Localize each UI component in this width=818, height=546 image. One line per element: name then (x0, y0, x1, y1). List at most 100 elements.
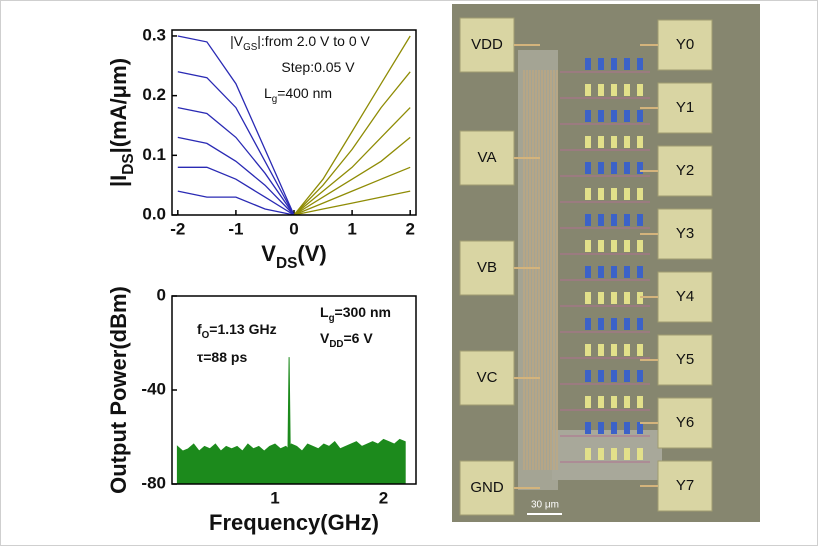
curve (293, 166, 411, 216)
pad-label: Y7 (676, 477, 694, 494)
transistor (637, 188, 643, 200)
y-tick-label: 0.2 (142, 85, 166, 104)
transistor (598, 84, 604, 96)
text-segment: |:from 2.0 V to 0 V (257, 33, 370, 49)
curve (293, 35, 411, 216)
text-segment: |V (230, 33, 244, 49)
subscript: GS (243, 42, 258, 53)
transistor (598, 292, 604, 304)
transistor (585, 240, 591, 252)
text-segment: f (197, 321, 202, 337)
pad (657, 460, 713, 512)
transistor (598, 58, 604, 70)
pad-label: Y1 (676, 99, 694, 116)
x-axis-title: Frequency(GHz) (209, 510, 379, 535)
subscript: DD (329, 339, 343, 350)
transistor (637, 214, 643, 226)
annotation: Step:0.05 V (281, 59, 355, 75)
plot-frame (171, 29, 417, 216)
transistor (637, 162, 643, 174)
transistor (637, 448, 643, 460)
transistor (624, 344, 630, 356)
curve (293, 107, 411, 216)
transistor (624, 110, 630, 122)
curve (177, 166, 295, 216)
transistor (611, 266, 617, 278)
text-segment: Frequency(GHz) (209, 510, 379, 535)
annotation: VDD=6 V (320, 330, 373, 350)
transistor (598, 240, 604, 252)
pad-label: VA (478, 149, 497, 166)
transistor (585, 292, 591, 304)
transistor (637, 240, 643, 252)
subscript: DS (276, 255, 297, 272)
y-tick-label: 0 (157, 285, 166, 304)
text-segment: =400 nm (277, 85, 332, 101)
transistor (585, 396, 591, 408)
curve (177, 35, 295, 216)
transistor (624, 292, 630, 304)
curve (293, 136, 411, 216)
text-segment: Output Power(dBm) (106, 286, 131, 494)
transistor (637, 136, 643, 148)
transistor (611, 84, 617, 96)
pad-label: VC (477, 369, 498, 386)
transistor (611, 422, 617, 434)
transistor (598, 266, 604, 278)
transistor (598, 188, 604, 200)
x-tick-label: -2 (170, 219, 185, 238)
transistor (585, 344, 591, 356)
transistor (624, 136, 630, 148)
transistor (637, 58, 643, 70)
transistor (624, 318, 630, 330)
pad-label: GND (470, 479, 504, 496)
transistor (624, 396, 630, 408)
transistor (624, 240, 630, 252)
pad-label: VDD (471, 36, 503, 53)
transistor (624, 266, 630, 278)
pad-label: Y2 (676, 162, 694, 179)
text-segment: τ=88 ps (197, 349, 247, 365)
transistor (611, 162, 617, 174)
x-tick-label: 0 (289, 219, 298, 238)
annotation: fO=1.13 GHz (197, 321, 277, 341)
text-segment: L (264, 85, 272, 101)
x-tick-label: -1 (228, 219, 243, 238)
transistor (585, 84, 591, 96)
transistor (598, 162, 604, 174)
text-segment: V (261, 241, 276, 266)
text-segment: =300 nm (335, 304, 391, 320)
x-tick-label: 1 (347, 219, 356, 238)
transistor (637, 370, 643, 382)
subscript: O (202, 330, 210, 341)
transistor (611, 344, 617, 356)
curve (177, 190, 295, 216)
transistor (611, 214, 617, 226)
transistor (598, 448, 604, 460)
transistor (585, 136, 591, 148)
transistor (585, 214, 591, 226)
pad (459, 460, 515, 516)
transistor (598, 344, 604, 356)
subscript: DS (120, 153, 137, 174)
subscript: g (272, 94, 277, 105)
transistor (598, 214, 604, 226)
x-tick-label: 2 (405, 219, 414, 238)
pad-label: Y4 (676, 288, 694, 305)
transistor (624, 422, 630, 434)
scale-bar-label: 30 μm (531, 500, 559, 511)
pad (657, 208, 713, 260)
transistor (611, 110, 617, 122)
pad (657, 19, 713, 71)
annotation: |VGS|:from 2.0 V to 0 V (230, 33, 370, 53)
text-segment: V (320, 330, 330, 346)
transistor (598, 370, 604, 382)
annotation: Lg=400 nm (264, 85, 332, 105)
spectrum (176, 357, 406, 485)
transistor (585, 448, 591, 460)
micrograph-region (552, 430, 662, 480)
text-segment: |(mA/μm) (106, 58, 131, 153)
pad (657, 271, 713, 323)
transistor (611, 58, 617, 70)
